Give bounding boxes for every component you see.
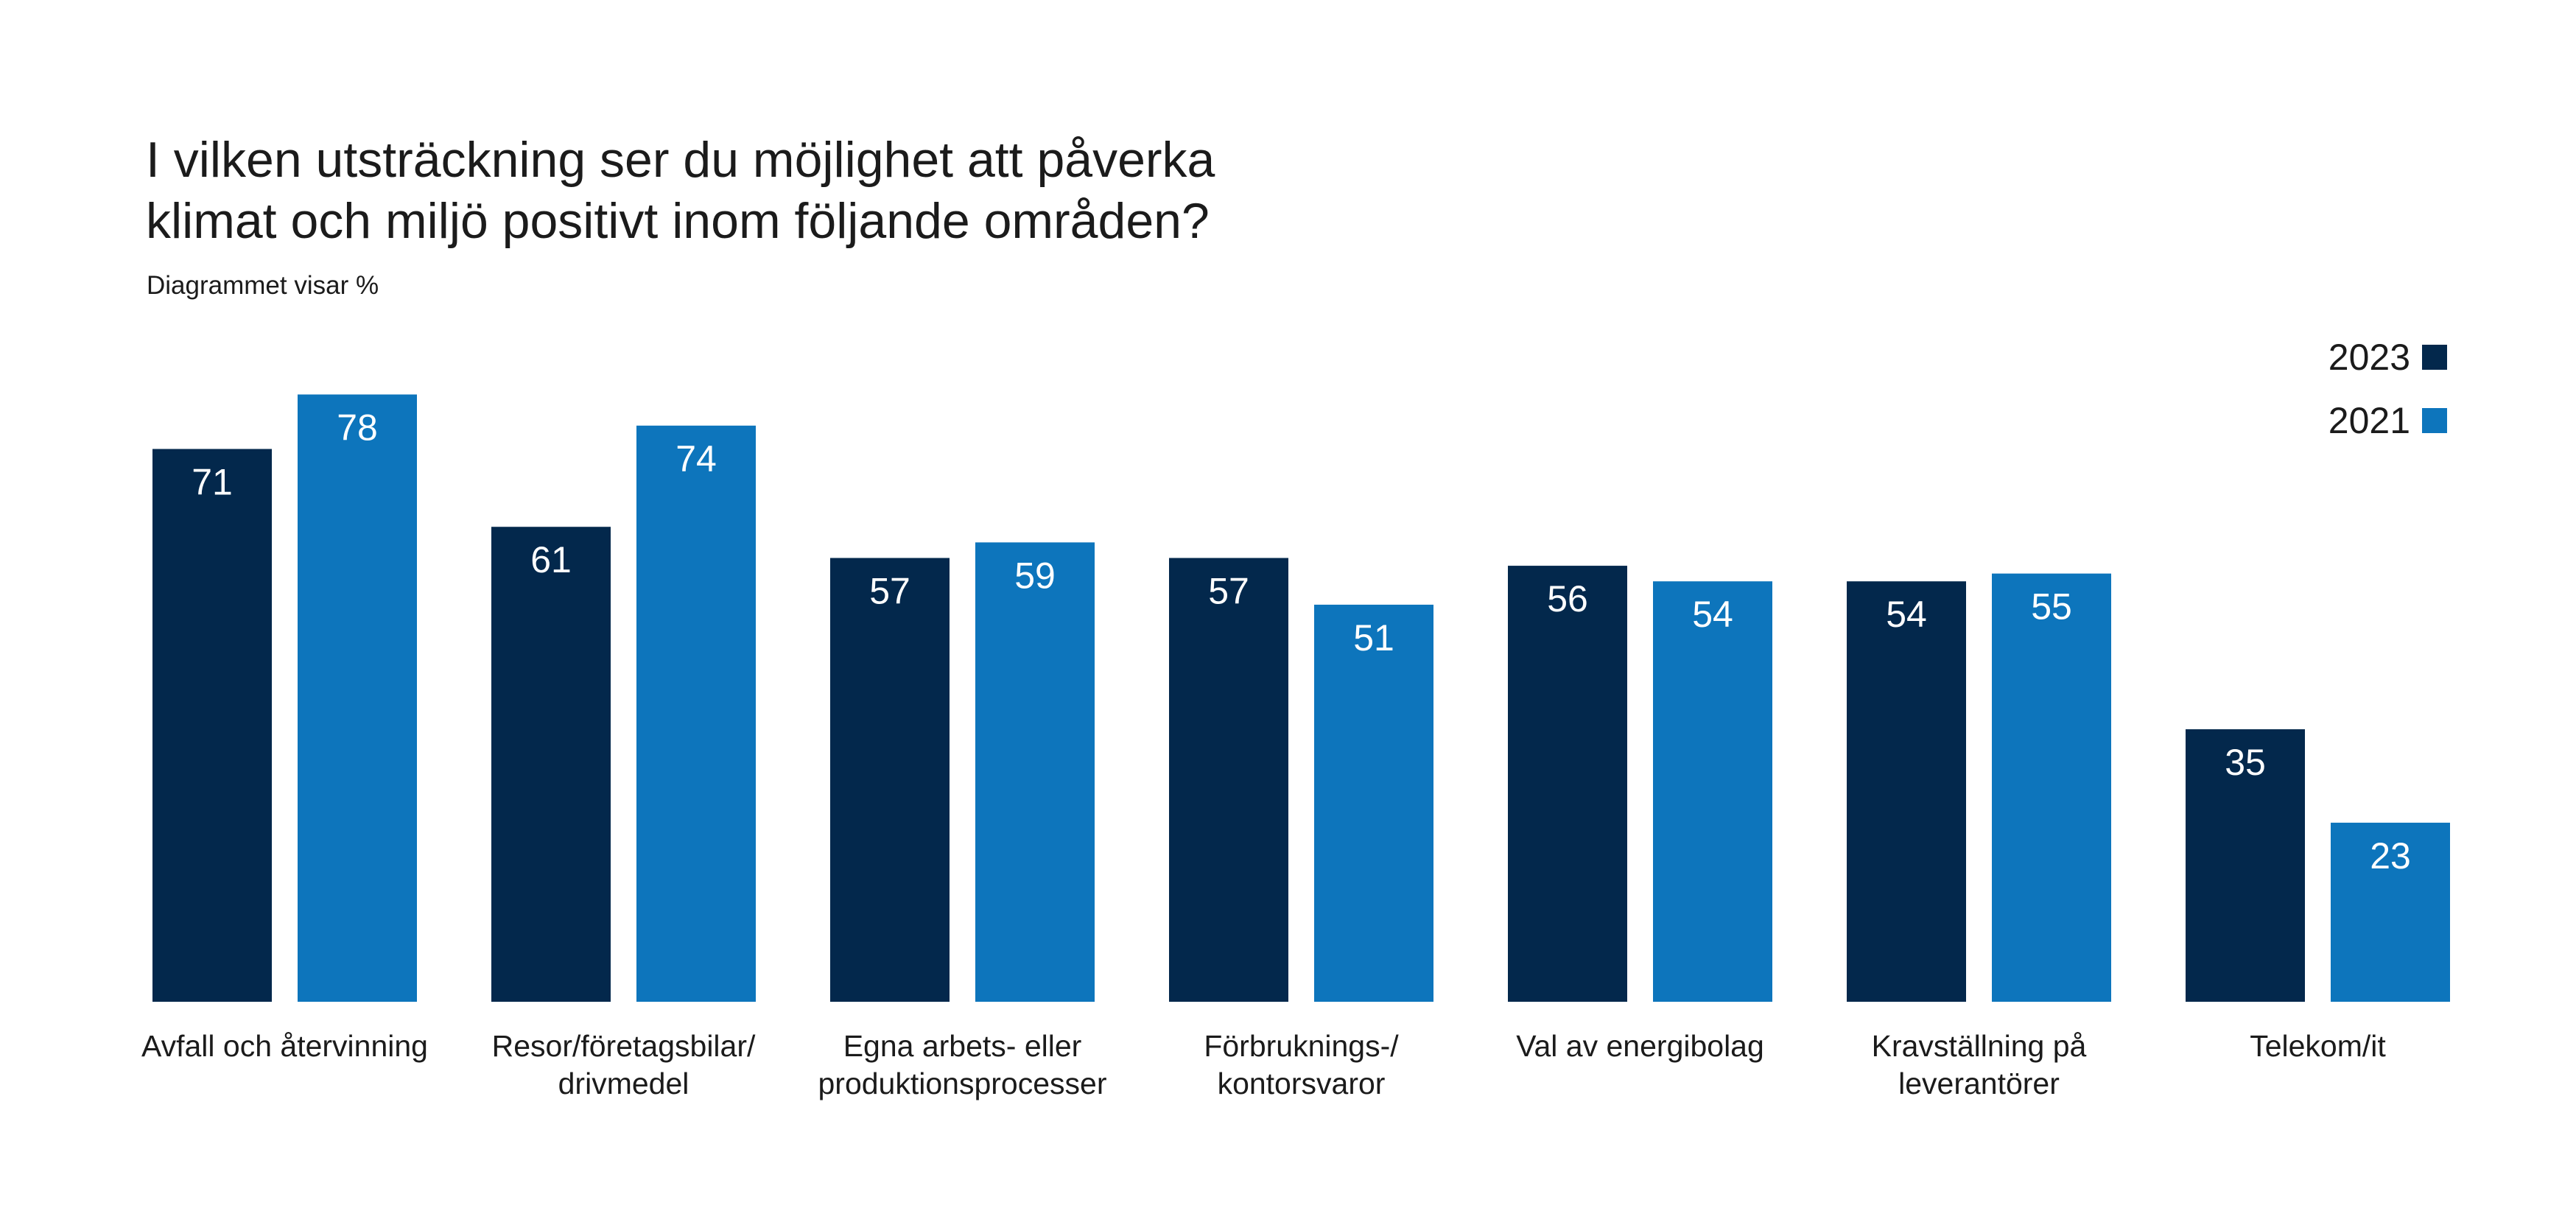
category-label-line: Val av energibolag xyxy=(1516,1029,1764,1063)
bar-2023-4 xyxy=(1169,558,1288,1002)
category-label-line: Telekom/it xyxy=(2250,1029,2386,1063)
data-label-2023-3: 57 xyxy=(869,571,910,612)
bar-2023-5 xyxy=(1508,566,1627,1002)
bar-2023-1 xyxy=(152,449,272,1002)
bar-2021-2 xyxy=(636,425,756,1002)
category-label-line: Resor/företagsbilar/ xyxy=(492,1029,756,1063)
category-label-line: Kravställning på xyxy=(1872,1029,2087,1063)
category-label-4: Förbruknings-/ kontorsvaror xyxy=(1204,1029,1399,1100)
data-label-2021-7: 23 xyxy=(2370,835,2411,877)
data-label-2023-7: 35 xyxy=(2225,742,2266,783)
category-label-line: produktionsprocesser xyxy=(818,1067,1107,1100)
category-label-line: drivmedel xyxy=(558,1067,689,1100)
bar-2023-7 xyxy=(2186,729,2305,1002)
chart-title-line-2: klimat och miljö positivt inom följande … xyxy=(146,193,1210,249)
category-label-2: Resor/företagsbilar/drivmedel xyxy=(492,1029,756,1100)
legend-swatch-2021 xyxy=(2422,408,2447,433)
bar-2021-4 xyxy=(1314,604,1433,1002)
bar-2021-5 xyxy=(1653,581,1772,1002)
bar-2023-3 xyxy=(830,558,950,1002)
data-label-2021-4: 51 xyxy=(1353,617,1394,659)
data-label-2023-5: 56 xyxy=(1547,578,1588,619)
data-label-2021-6: 55 xyxy=(2031,586,2072,628)
data-label-2023-6: 54 xyxy=(1886,594,1927,635)
category-label-1: Avfall och återvinning xyxy=(141,1029,428,1063)
bar-2023-2 xyxy=(491,527,611,1002)
bar-2021-6 xyxy=(1992,573,2111,1002)
legend-label-2023: 2023 xyxy=(2328,337,2410,378)
data-label-2021-1: 78 xyxy=(337,407,378,449)
data-label-2021-3: 59 xyxy=(1014,555,1056,596)
category-label-5: Val av energibolag xyxy=(1516,1029,1764,1063)
data-label-2023-2: 61 xyxy=(530,539,572,580)
category-label-6: Kravställning på leverantörer xyxy=(1872,1029,2087,1100)
bar-2023-6 xyxy=(1847,581,1966,1002)
category-label-line: Egna arbets- eller xyxy=(843,1029,1082,1063)
data-label-2023-1: 71 xyxy=(192,462,233,503)
category-label-line: Avfall och återvinning xyxy=(141,1029,428,1063)
data-label-2023-4: 57 xyxy=(1208,571,1249,612)
category-label-3: Egna arbets- eller produktionsprocesser xyxy=(818,1029,1107,1100)
category-label-line: kontorsvaror xyxy=(1218,1067,1386,1100)
category-label-line: leverantörer xyxy=(1898,1067,2060,1100)
bar-2021-3 xyxy=(975,542,1095,1002)
data-label-2021-2: 74 xyxy=(675,438,717,480)
category-label-7: Telekom/it xyxy=(2250,1029,2386,1063)
chart-title-line-1: I vilken utsträckning ser du möjlighet a… xyxy=(146,132,1215,188)
bar-2021-1 xyxy=(298,394,417,1002)
legend-swatch-2023 xyxy=(2422,345,2447,370)
data-label-2021-5: 54 xyxy=(1692,594,1733,635)
chart-title: I vilken utsträckning ser du möjlighet a… xyxy=(146,130,1215,252)
chart-subtitle: Diagrammet visar % xyxy=(147,271,379,300)
legend-label-2021: 2021 xyxy=(2328,400,2410,441)
bar-2021-7 xyxy=(2331,822,2450,1002)
category-label-line: Förbruknings-/ xyxy=(1204,1029,1399,1063)
